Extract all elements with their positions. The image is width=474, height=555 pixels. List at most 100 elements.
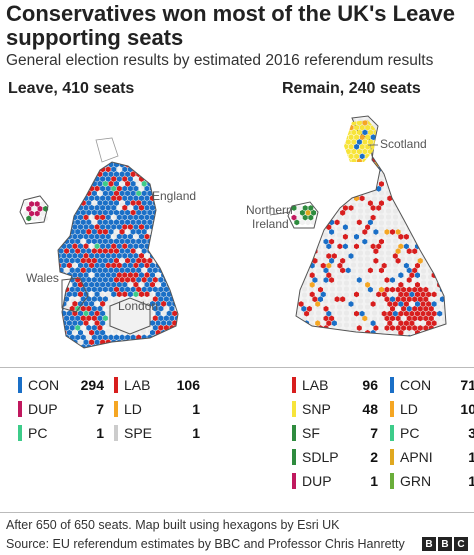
seat-hex bbox=[434, 257, 440, 264]
seat-hex bbox=[72, 224, 78, 230]
seat-hex bbox=[100, 329, 106, 336]
seat-hex bbox=[426, 301, 432, 307]
seat-hex bbox=[181, 277, 186, 283]
seat-hex bbox=[130, 200, 136, 206]
seat-hex bbox=[409, 291, 415, 298]
seat-hex bbox=[163, 209, 169, 216]
seat-hex bbox=[445, 286, 446, 293]
seat-hex bbox=[64, 200, 70, 206]
seat-hex bbox=[186, 277, 191, 283]
seat-hex bbox=[163, 315, 169, 322]
seat-hex bbox=[119, 334, 125, 341]
seat-hex bbox=[127, 214, 133, 221]
leave-northern-ireland bbox=[23, 201, 49, 222]
seat-hex bbox=[308, 214, 314, 221]
seat-hex bbox=[138, 233, 144, 240]
seat-hex bbox=[133, 214, 139, 221]
seat-hex bbox=[108, 286, 114, 293]
seat-hex bbox=[437, 233, 443, 240]
seat-hex bbox=[138, 252, 144, 259]
seat-hex bbox=[342, 195, 348, 202]
seat-hex bbox=[111, 224, 117, 230]
seat-hex bbox=[66, 291, 72, 298]
seat-hex bbox=[75, 248, 81, 254]
seat-hex bbox=[392, 310, 398, 317]
seat-hex bbox=[69, 344, 75, 348]
seat-hex bbox=[122, 262, 128, 269]
seat-hex bbox=[83, 214, 89, 221]
seat-hex bbox=[127, 195, 133, 202]
seat-hex bbox=[169, 209, 175, 216]
seat-hex bbox=[116, 281, 122, 288]
seat-hex bbox=[169, 238, 175, 245]
seat-hex bbox=[359, 195, 365, 202]
seat-hex bbox=[64, 209, 70, 216]
seat-hex bbox=[326, 262, 332, 269]
seat-hex bbox=[78, 176, 83, 182]
seat-hex bbox=[58, 180, 59, 187]
seat-hex bbox=[136, 152, 141, 158]
seat-hex bbox=[378, 267, 384, 274]
seat-hex bbox=[320, 195, 326, 202]
seat-hex bbox=[105, 224, 111, 230]
seat-hex bbox=[91, 267, 97, 274]
seat-hex bbox=[439, 257, 445, 264]
seat-hex bbox=[354, 134, 360, 141]
seat-hex bbox=[175, 286, 178, 293]
seat-hex bbox=[61, 233, 67, 240]
seat-hex bbox=[127, 185, 133, 192]
seat-hex bbox=[177, 224, 178, 230]
seat-hex bbox=[186, 344, 191, 350]
seat-hex bbox=[367, 161, 373, 168]
seat-hex bbox=[318, 286, 323, 293]
seat-hex bbox=[116, 162, 122, 163]
seat-hex bbox=[296, 229, 301, 235]
seat-hex bbox=[387, 195, 393, 202]
seat-hex bbox=[150, 176, 155, 182]
seat-hex bbox=[58, 344, 59, 348]
seat-hex bbox=[420, 243, 426, 250]
seat-hex bbox=[172, 162, 178, 163]
seat-hex bbox=[161, 233, 167, 240]
seat-hex bbox=[89, 195, 95, 202]
seat-hex bbox=[315, 166, 321, 173]
seat-hex bbox=[177, 300, 178, 307]
seat-hex bbox=[50, 291, 55, 297]
seat-hex bbox=[58, 315, 59, 322]
legend-swatch bbox=[292, 473, 296, 489]
seat-hex bbox=[89, 224, 95, 230]
seat-hex bbox=[177, 204, 178, 211]
seat-hex bbox=[48, 325, 53, 331]
legend-item-con: CON 294 bbox=[18, 376, 104, 394]
seat-hex bbox=[384, 277, 390, 283]
seat-hex bbox=[428, 238, 434, 245]
seat-hex bbox=[133, 224, 139, 230]
seat-hex bbox=[100, 224, 106, 230]
seat-hex bbox=[37, 215, 43, 222]
seat-hex bbox=[161, 214, 167, 221]
seat-hex bbox=[158, 238, 164, 245]
seat-hex bbox=[102, 190, 108, 197]
seat-hex bbox=[329, 229, 335, 235]
seat-hex bbox=[133, 204, 139, 211]
seat-hex bbox=[155, 162, 161, 163]
seat-hex bbox=[136, 267, 142, 274]
seat-hex bbox=[434, 229, 440, 235]
seat-hex bbox=[309, 281, 315, 288]
seat-hex bbox=[136, 219, 142, 226]
seat-hex bbox=[186, 287, 191, 293]
seat-hex bbox=[72, 300, 78, 307]
seat-hex bbox=[100, 233, 106, 240]
chart-title: Conservatives won most of the UK's Leave… bbox=[6, 1, 456, 50]
seat-hex bbox=[130, 276, 136, 283]
seat-hex bbox=[138, 339, 144, 346]
seat-hex bbox=[100, 204, 106, 211]
seat-hex bbox=[78, 214, 83, 221]
seat-hex bbox=[183, 205, 188, 211]
seat-hex bbox=[166, 262, 172, 269]
seat-hex bbox=[144, 272, 150, 278]
seat-hex bbox=[91, 324, 97, 331]
seat-hex bbox=[114, 257, 119, 264]
seat-hex bbox=[326, 272, 332, 279]
seat-hex bbox=[136, 190, 142, 197]
